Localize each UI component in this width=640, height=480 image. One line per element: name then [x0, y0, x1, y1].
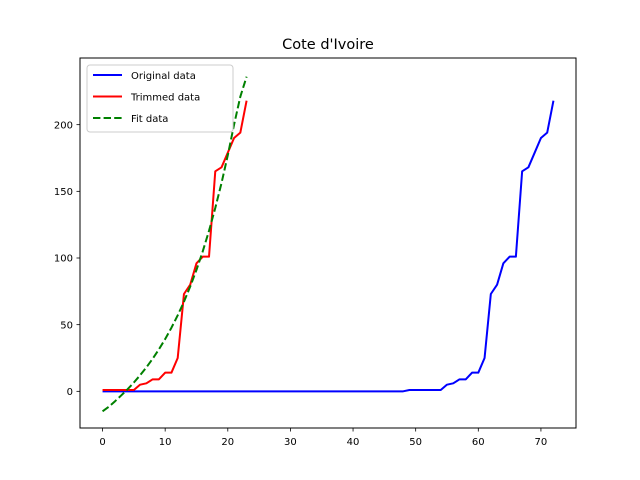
legend-label-trimmed-data: Trimmed data	[130, 93, 200, 104]
x-tick-label: 60	[472, 437, 485, 448]
legend: Original data Trimmed data Fit data	[86, 64, 234, 133]
x-tick-label: 20	[221, 437, 234, 448]
axis-ticks: 0 10 20 30 40 50 60 70 0 50 100 150 200	[54, 120, 547, 448]
x-tick-label: 0	[99, 437, 105, 448]
legend-box	[86, 64, 234, 133]
legend-label-fit-data: Fit data	[131, 114, 168, 125]
x-tick-label: 50	[409, 437, 422, 448]
y-tick-label: 100	[54, 254, 73, 265]
plot-area-frame	[79, 57, 577, 429]
x-tick-label: 30	[284, 437, 297, 448]
chart-title: Cote d'Ivoire	[282, 37, 374, 53]
x-tick-label: 70	[535, 437, 548, 448]
y-tick-label: 0	[67, 387, 73, 398]
y-tick-label: 150	[54, 187, 73, 198]
y-tick-label: 200	[54, 120, 73, 131]
legend-label-original-data: Original data	[131, 71, 196, 82]
series-line-original-data	[102, 100, 555, 393]
series-layer	[101, 76, 555, 413]
series-line-fit-data	[101, 76, 248, 413]
y-tick-label: 50	[60, 320, 73, 331]
x-tick-label: 40	[347, 437, 360, 448]
x-tick-label: 10	[159, 437, 172, 448]
